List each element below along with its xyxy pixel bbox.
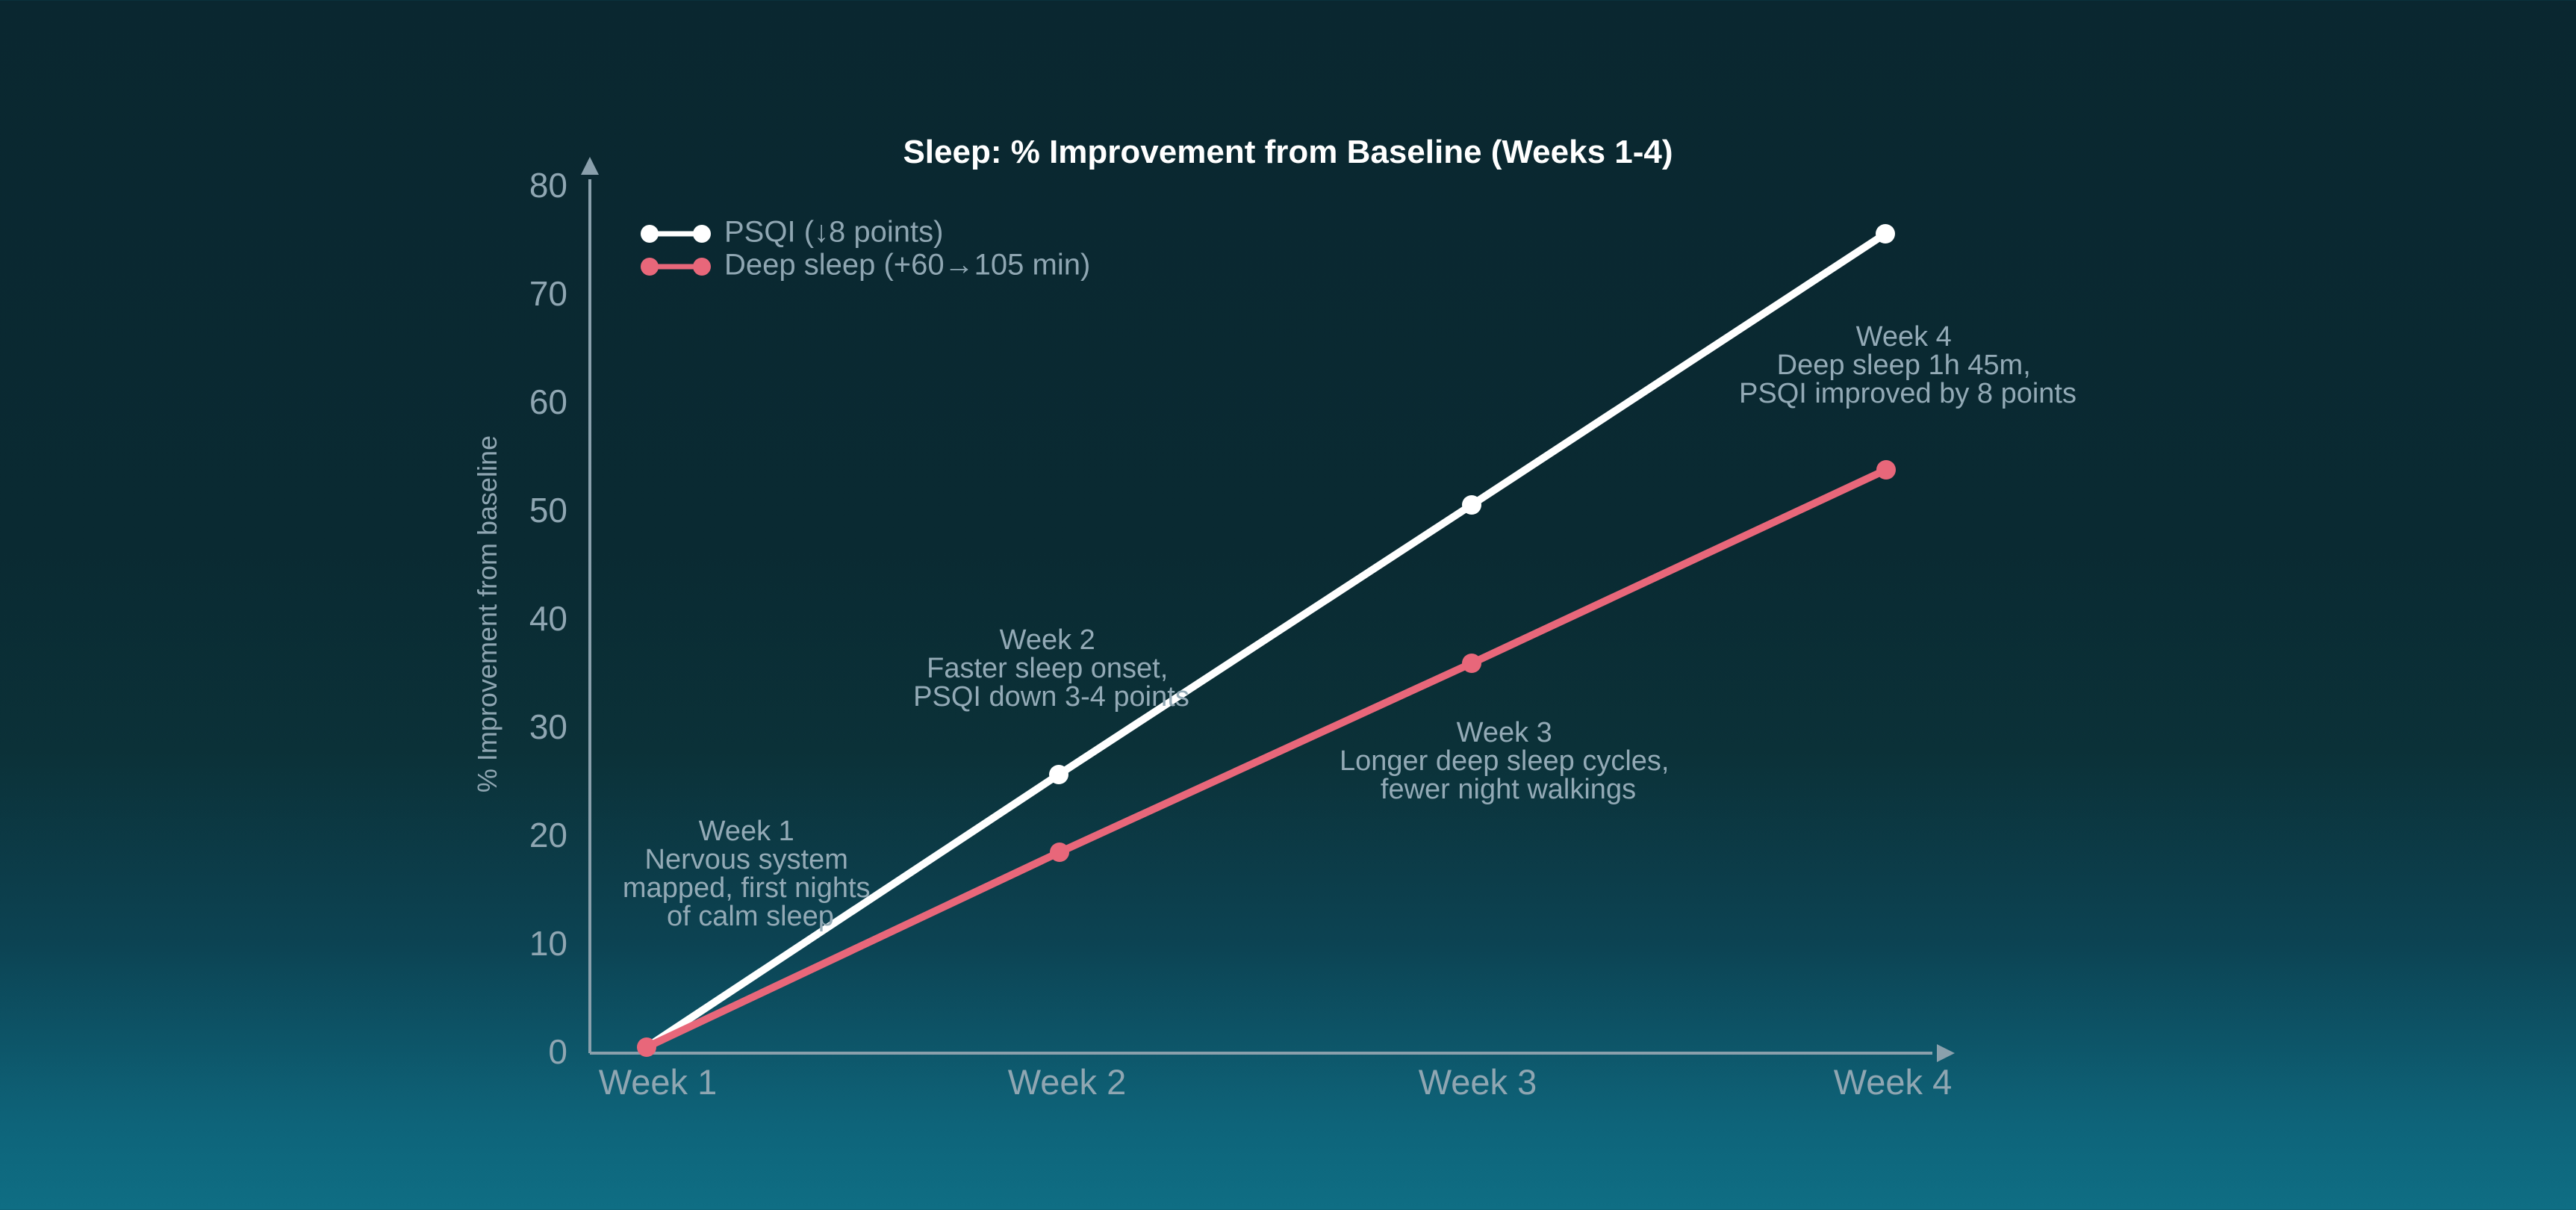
svg-text:Week 2 Faster sleep onse: Week 2 Faster sleep onset, PSQI down 3-4… bbox=[913, 624, 1189, 713]
svg-text:Sleep: % Improvement from Base: Sleep: % Improvement from Baseline (Week… bbox=[903, 134, 1673, 170]
svg-text:Week 4 Deep sleep 1h 45m: Week 4 Deep sleep 1h 45m, PSQI improved … bbox=[1739, 321, 2076, 409]
svg-text:Week 3 Longer deep sleep: Week 3 Longer deep sleep cycles, fewer n… bbox=[1340, 717, 1677, 805]
svg-text:Week 3: Week 3 bbox=[1419, 1062, 1537, 1102]
svg-text:Week 4: Week 4 bbox=[1834, 1062, 1953, 1102]
svg-text:70: 70 bbox=[529, 274, 567, 313]
svg-text:50: 50 bbox=[529, 491, 567, 530]
svg-text:Deep sleep (+60→105 min): Deep sleep (+60→105 min) bbox=[724, 249, 1090, 282]
svg-text:Week 2: Week 2 bbox=[1008, 1062, 1127, 1102]
svg-text:PSQI (↓8 points): PSQI (↓8 points) bbox=[724, 216, 943, 249]
svg-text:80: 80 bbox=[529, 166, 567, 205]
svg-text:0: 0 bbox=[548, 1032, 567, 1071]
svg-text:30: 30 bbox=[529, 707, 567, 746]
svg-text:% Improvement from baseline: % Improvement from baseline bbox=[472, 435, 503, 792]
svg-text:20: 20 bbox=[529, 816, 567, 854]
svg-text:Week 1: Week 1 bbox=[599, 1062, 718, 1102]
svg-text:10: 10 bbox=[529, 924, 567, 963]
svg-text:Week 1 Nervous system: Week 1 Nervous system mapped, first nigh… bbox=[623, 816, 878, 932]
svg-text:40: 40 bbox=[529, 599, 567, 638]
svg-text:60: 60 bbox=[529, 382, 567, 421]
